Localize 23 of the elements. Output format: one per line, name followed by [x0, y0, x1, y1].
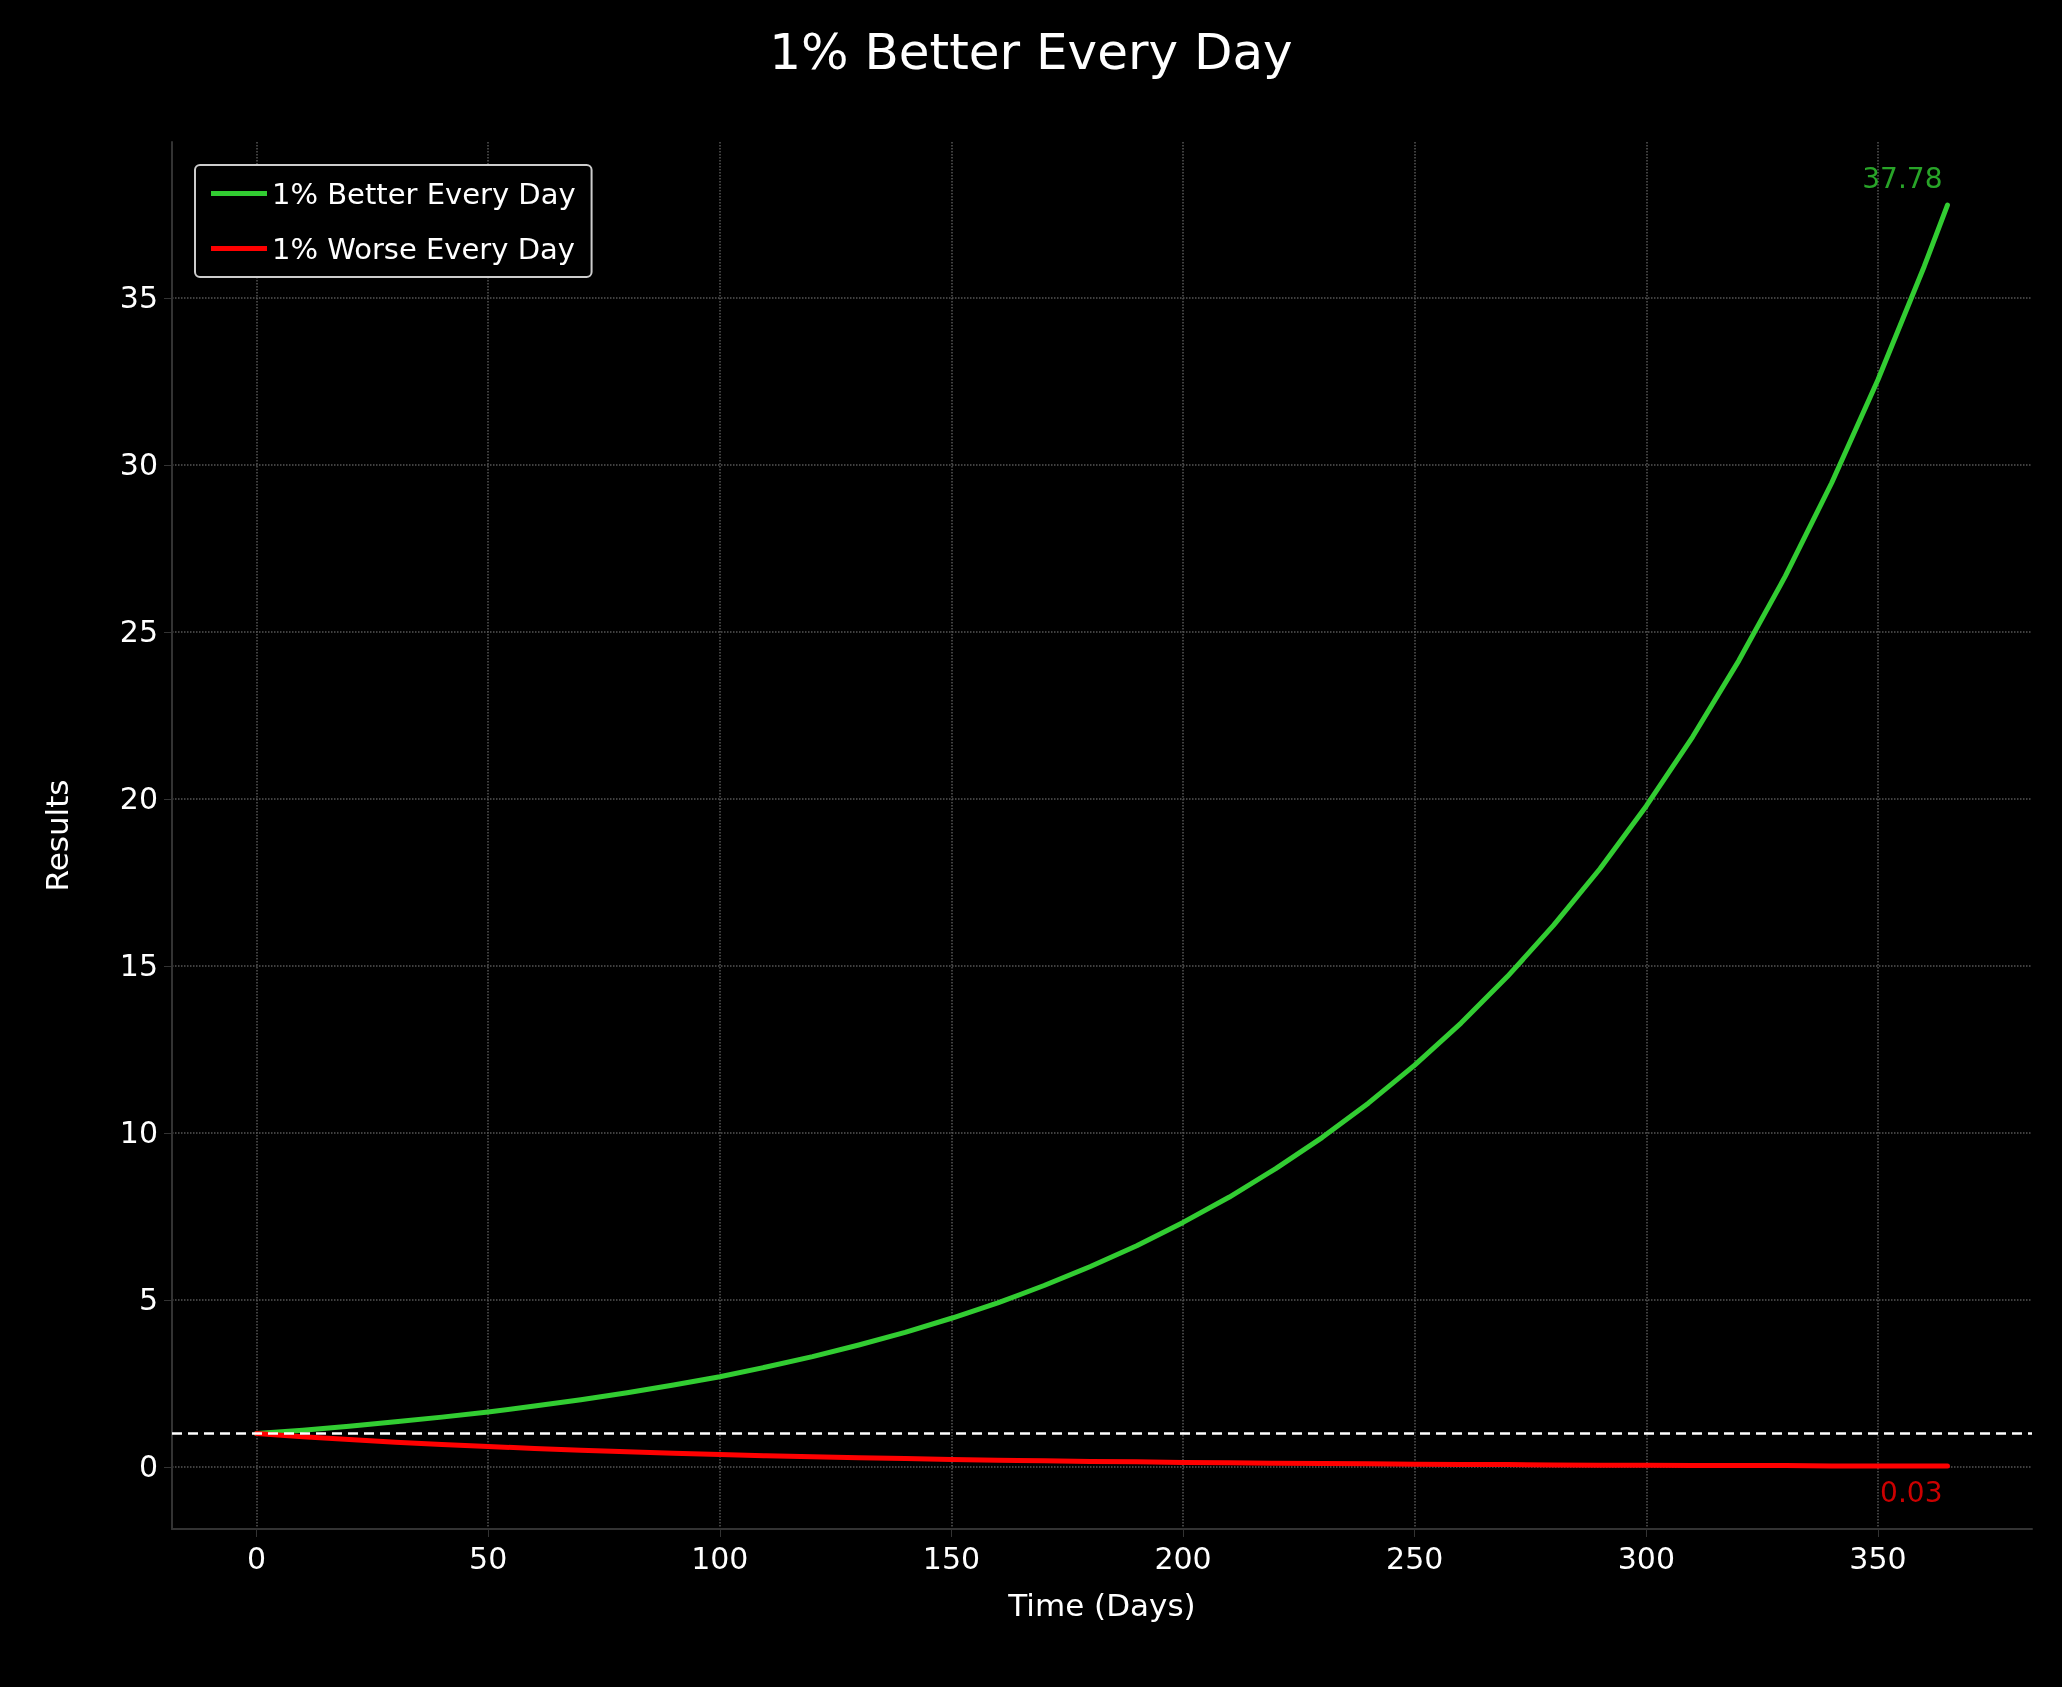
y-tick-label: 0: [138, 1449, 158, 1485]
x-tick-label: 200: [1154, 1540, 1212, 1576]
x-tick-label: 0: [247, 1540, 267, 1576]
y-tick-label: 35: [119, 280, 158, 316]
x-tick-label: 350: [1849, 1540, 1907, 1576]
x-axis-title: Time (Days): [1007, 1586, 1196, 1623]
legend-label: 1% Better Every Day: [272, 176, 576, 211]
chart-title: 1% Better Every Day: [769, 23, 1293, 81]
y-tick-label: 10: [119, 1115, 158, 1151]
y-tick-label: 20: [119, 781, 158, 817]
x-tick-label: 150: [922, 1540, 981, 1576]
annotation: 37.78: [1862, 161, 1943, 195]
y-tick-label: 5: [138, 1282, 158, 1318]
legend-label: 1% Worse Every Day: [272, 231, 575, 266]
x-tick-label: 100: [691, 1540, 749, 1576]
x-tick-label: 50: [469, 1540, 508, 1576]
x-tick-label: 300: [1617, 1540, 1675, 1576]
annotation: 0.03: [1880, 1476, 1943, 1510]
x-tick-label: 250: [1386, 1540, 1444, 1576]
y-tick-label: 15: [119, 948, 158, 984]
y-tick-label: 25: [119, 614, 158, 650]
y-tick-label: 30: [119, 447, 158, 483]
y-axis-title: Results: [38, 779, 75, 892]
